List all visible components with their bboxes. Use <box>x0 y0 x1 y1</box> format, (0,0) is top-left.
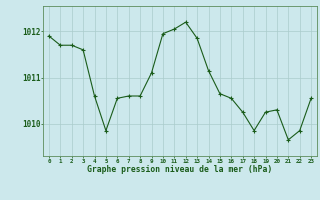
X-axis label: Graphe pression niveau de la mer (hPa): Graphe pression niveau de la mer (hPa) <box>87 165 273 174</box>
